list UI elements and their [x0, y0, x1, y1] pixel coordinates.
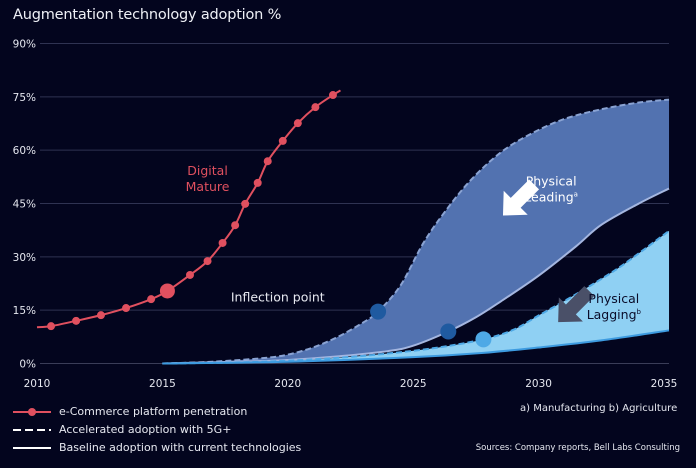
y-axis-ticks: 0% 15% 30% 45% 60% 75% 90% — [13, 39, 36, 371]
inflection-marker — [475, 331, 492, 348]
footnotes: a) Manufacturing b) Agriculture — [520, 403, 678, 414]
ecommerce-point — [147, 295, 156, 304]
ecommerce-point — [47, 322, 56, 331]
series-lines — [162, 98, 670, 365]
arrow-shape — [558, 286, 595, 323]
annotation-line: Digital — [187, 163, 228, 178]
ecommerce-point — [203, 257, 212, 266]
arrows — [502, 179, 595, 323]
x-axis-ticks: 2010 2015 2020 2025 2030 2035 — [24, 378, 678, 390]
annotation-label: Physical Laggingb — [587, 291, 642, 322]
y-tick-label: 30% — [13, 252, 36, 264]
ecommerce-series — [36, 89, 341, 331]
legend-item-accelerated: Accelerated adoption with 5G+ — [13, 423, 231, 436]
chart-title: Augmentation technology adoption % — [13, 7, 282, 23]
legend-dashed-line-icon — [13, 428, 51, 431]
annotation-line: Mature — [186, 179, 230, 194]
ecommerce-point — [328, 91, 337, 100]
legend-item-baseline: Baseline adoption with current technolog… — [13, 441, 301, 454]
accelerated-line — [162, 98, 670, 365]
annotation-label: Digital Mature — [186, 163, 230, 194]
ecommerce-point — [311, 103, 320, 112]
legend-label: e-Commerce platform penetration — [59, 405, 248, 418]
bands — [162, 99, 670, 364]
y-tick-label: 0% — [19, 359, 36, 371]
band-physical-lagging — [162, 230, 670, 364]
x-tick-label: 2020 — [274, 378, 301, 390]
x-tick-label: 2030 — [525, 378, 552, 390]
x-tick-label: 2010 — [24, 378, 51, 390]
x-tick-label: 2025 — [400, 378, 427, 390]
ecommerce-point — [122, 304, 131, 313]
source-note: Sources: Company reports, Bell Labs Cons… — [475, 443, 680, 453]
y-tick-label: 60% — [13, 145, 36, 157]
y-tick-label: 45% — [13, 199, 36, 211]
lagging-arrow-icon — [558, 286, 595, 323]
ecommerce-point — [253, 178, 262, 187]
y-tick-label: 90% — [13, 39, 36, 51]
ecommerce-point — [241, 199, 250, 208]
ecommerce-point — [96, 311, 105, 320]
inflection-marker — [440, 323, 457, 340]
x-tick-label: 2015 — [149, 378, 176, 390]
x-tick-label: 2035 — [651, 378, 678, 390]
ecommerce-point — [72, 316, 81, 325]
ecommerce-highlight-point — [159, 283, 175, 299]
legend-label: Baseline adoption with current technolog… — [59, 441, 302, 454]
y-tick-label: 75% — [13, 92, 36, 104]
annotation-line: Inflection point — [231, 289, 325, 304]
annotation-label: Inflection point — [231, 289, 325, 304]
annotation-line: Physical — [526, 174, 577, 189]
annotation-superscript: a — [574, 191, 578, 199]
ecommerce-point — [185, 270, 194, 279]
leading-arrow-icon — [502, 179, 540, 216]
ecommerce-point — [263, 157, 272, 166]
y-tick-label: 15% — [13, 305, 36, 317]
ecommerce-point — [231, 221, 240, 230]
annotation-line: Physical — [588, 291, 639, 306]
baseline-line — [162, 187, 670, 365]
annotation-line: Leading — [524, 190, 573, 205]
legend-line-markers-icon — [13, 407, 51, 416]
ecommerce-point — [293, 119, 302, 128]
legend-label: Accelerated adoption with 5G+ — [59, 423, 232, 436]
arrow-shape — [502, 179, 540, 216]
inflection-markers — [370, 303, 492, 348]
ecommerce-point — [218, 238, 227, 247]
legend-solid-line-icon — [13, 446, 51, 449]
band-physical-leading — [162, 99, 670, 364]
annotation-superscript: b — [637, 308, 642, 316]
annotation-line: Lagging — [587, 307, 637, 322]
legend-item-ecommerce: e-Commerce platform penetration — [13, 405, 247, 418]
baseline-line — [162, 329, 670, 365]
annotation-label: Physical Leadinga — [524, 174, 578, 205]
ecommerce-point — [278, 136, 287, 145]
inflection-marker — [370, 303, 387, 320]
accelerated-line — [162, 230, 670, 365]
